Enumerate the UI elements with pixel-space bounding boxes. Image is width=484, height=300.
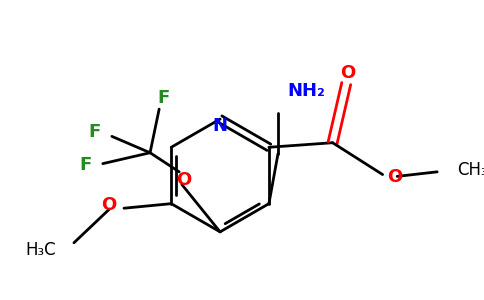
Text: H₃C: H₃C [25,241,56,259]
Text: CH₃: CH₃ [457,161,484,179]
Text: O: O [102,196,117,214]
Text: F: F [89,123,101,141]
Text: F: F [79,157,92,175]
Text: NH₂: NH₂ [287,82,325,100]
Text: O: O [387,168,402,186]
Text: F: F [158,89,170,107]
Text: O: O [340,64,356,82]
Text: O: O [176,171,191,189]
Text: N: N [212,117,227,135]
